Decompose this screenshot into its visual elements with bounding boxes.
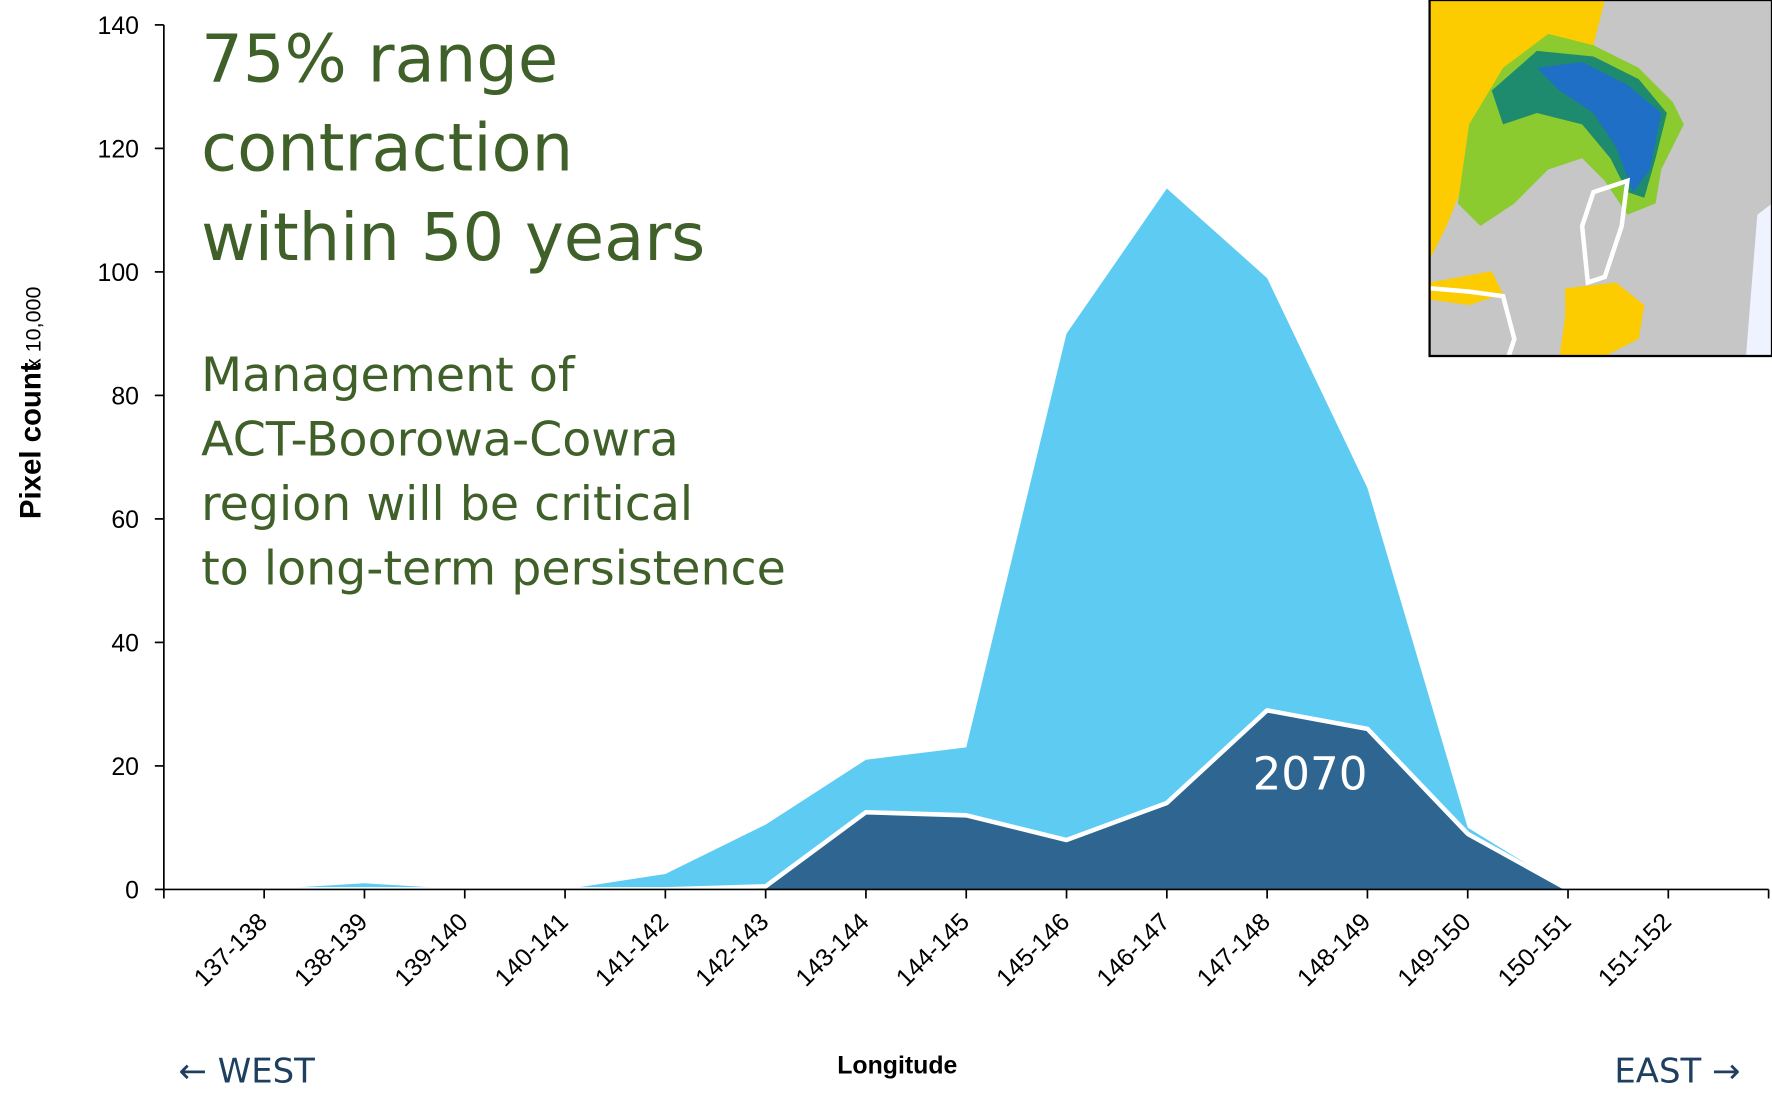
x-tick-label: 144-145 — [891, 908, 975, 992]
y-tick-label: 140 — [98, 12, 139, 40]
y-tick-label: 40 — [111, 629, 139, 657]
x-tick-label: 141-142 — [590, 908, 674, 992]
series-label: 2070 — [1253, 747, 1368, 800]
x-tick-label: 142-143 — [690, 908, 774, 992]
x-tick-label: 140-141 — [490, 908, 574, 992]
headline: 75% range — [201, 21, 558, 97]
x-tick-label: 149-150 — [1392, 908, 1476, 992]
x-tick-label: 147-148 — [1192, 908, 1276, 992]
map-inset — [1430, 0, 1772, 356]
x-tick-label: 143-144 — [790, 908, 874, 992]
note: region will be critical — [201, 477, 693, 532]
x-tick-label: 151-152 — [1593, 908, 1677, 992]
x-tick-label: 139-140 — [389, 908, 473, 992]
chart: 2070 Longitude ← WEST EAST → Pixel count… — [0, 0, 1772, 1094]
y-tick-label: 120 — [98, 135, 139, 163]
note: to long-term persistence — [201, 541, 786, 596]
y-tick-label: 80 — [111, 382, 139, 410]
x-axis-title: Longitude — [837, 1052, 957, 1080]
y-tick-label: 60 — [111, 506, 139, 534]
note: Management of — [201, 348, 576, 403]
note: ACT-Boorowa-Cowra — [201, 412, 679, 467]
x-tick-label: 146-147 — [1091, 908, 1175, 992]
y-axis-title: Pixel count x 10,000 — [15, 287, 48, 520]
headline: contraction — [201, 111, 573, 187]
x-tick-label: 148-149 — [1292, 908, 1376, 992]
y-tick-label: 20 — [111, 753, 139, 781]
west-label: ← WEST — [179, 1052, 316, 1091]
x-tick-label: 145-146 — [991, 908, 1075, 992]
y-label: Pixel count — [15, 362, 48, 519]
y-tick-label: 0 — [125, 876, 139, 904]
headline: within 50 years — [201, 200, 705, 276]
x-tick-label: 138-139 — [289, 908, 373, 992]
east-label: EAST → — [1614, 1052, 1740, 1091]
y-unit: x 10,000 — [22, 287, 46, 369]
x-tick-label: 137-138 — [189, 908, 273, 992]
y-tick-label: 100 — [98, 259, 139, 287]
x-tick-label: 150-151 — [1492, 908, 1576, 992]
